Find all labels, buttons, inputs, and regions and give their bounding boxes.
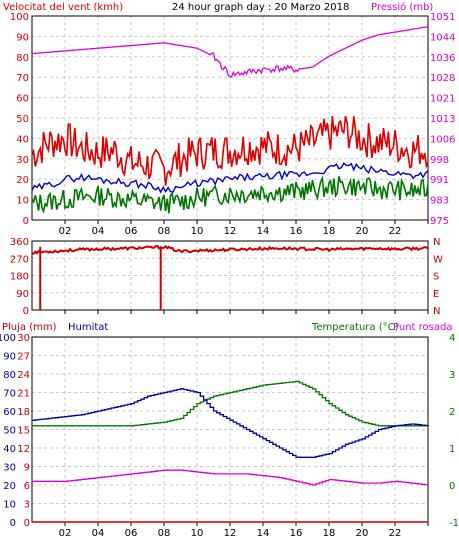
x-tick-label: 14	[257, 226, 270, 237]
rain-axis-label: Pluja (mm)	[2, 322, 57, 333]
x-tick-label: 10	[191, 528, 204, 539]
x-tick-label: 20	[356, 226, 369, 237]
rain-y-tick-label: 27	[17, 352, 30, 363]
direction-y-tick-label: 360	[10, 237, 29, 248]
x-tick-label: 22	[389, 528, 402, 539]
humidity-y-tick-label: 70	[3, 389, 16, 400]
rain-y-tick-label: 6	[24, 481, 30, 492]
temperature-axis-label: Temperatura (°C)	[311, 322, 399, 333]
pressure-y-tick-label: 1006	[430, 134, 455, 145]
wind-y-tick-label: 0	[23, 216, 29, 227]
pressure-y-tick-label: 991	[430, 175, 449, 186]
x-tick-label: 18	[323, 226, 336, 237]
humidity-axis-label: Humitat	[68, 322, 108, 333]
rain-y-tick-label: 30	[17, 333, 30, 344]
humidity-line	[32, 388, 429, 458]
pressure-y-tick-label: 983	[430, 196, 449, 207]
humidity-y-tick-label: 30	[3, 463, 16, 474]
wind-avg-line	[31, 162, 429, 194]
x-tick-label: 10	[191, 226, 204, 237]
humidity-y-tick-label: 80	[3, 370, 16, 381]
x-tick-label: 12	[224, 528, 237, 539]
rain-y-tick-label: 15	[17, 426, 30, 437]
direction-y-tick-label: 180	[10, 272, 29, 283]
direction-y-tick-label: 270	[10, 254, 29, 265]
x-tick-label: 20	[356, 528, 369, 539]
pressure-y-tick-label: 1044	[430, 32, 455, 43]
humidity-y-tick-label: 40	[3, 444, 16, 455]
temperature-y-tick-label: 2	[449, 407, 455, 418]
wind-y-tick-label: 30	[16, 155, 29, 166]
temperature-y-tick-label: -1	[449, 518, 459, 529]
wind-y-tick-label: 10	[16, 196, 29, 207]
direction-y-tick-label: 0	[23, 306, 29, 317]
humidity-y-tick-label: 10	[3, 500, 16, 511]
wind-direction-line	[31, 244, 429, 255]
pressure-y-tick-label: 1013	[430, 114, 455, 125]
wind-y-tick-label: 60	[16, 94, 29, 105]
pressure-y-tick-label: 975	[430, 216, 449, 227]
temperature-line	[32, 380, 428, 427]
x-tick-label: 06	[125, 528, 138, 539]
x-tick-label: 04	[92, 226, 105, 237]
pressure-y-tick-label: 1021	[430, 94, 455, 105]
pressure-y-tick-label: 998	[430, 155, 449, 166]
temperature-y-tick-label: 1	[449, 444, 455, 455]
humidity-y-tick-label: 20	[3, 481, 16, 492]
x-tick-label: 02	[59, 226, 72, 237]
humidity-y-tick-label: 60	[3, 407, 16, 418]
rain-y-tick-label: 12	[17, 444, 30, 455]
wind-y-tick-label: 20	[16, 175, 29, 186]
rain-y-tick-label: 9	[24, 463, 30, 474]
wind-y-tick-label: 50	[16, 114, 29, 125]
x-tick-label: 14	[257, 528, 270, 539]
humidity-y-tick-label: 100	[0, 333, 16, 344]
x-tick-label: 16	[290, 226, 303, 237]
temperature-y-tick-label: 0	[449, 481, 455, 492]
x-tick-label: 18	[323, 528, 336, 539]
rain-y-tick-label: 3	[24, 500, 30, 511]
pressure-axis-label: Pressió (mb)	[371, 1, 433, 13]
dewpoint-line	[32, 469, 429, 486]
direction-compass-label: N	[433, 306, 440, 317]
x-tick-label: 08	[158, 226, 171, 237]
wind-y-tick-label: 100	[10, 12, 29, 23]
pressure-y-tick-label: 1036	[430, 53, 455, 64]
humidity-y-tick-label: 90	[3, 352, 16, 363]
direction-y-tick-label: 90	[16, 289, 29, 300]
humidity-y-tick-label: 50	[3, 426, 16, 437]
pressure-y-tick-label: 1028	[430, 73, 455, 84]
pressure-y-tick-label: 1051	[430, 12, 455, 23]
x-tick-label: 04	[92, 528, 105, 539]
rain-y-tick-label: 18	[17, 407, 30, 418]
x-tick-label: 02	[59, 528, 72, 539]
direction-compass-label: S	[433, 272, 439, 283]
wind-y-tick-label: 90	[16, 32, 29, 43]
x-tick-label: 22	[389, 226, 402, 237]
wind-y-tick-label: 40	[16, 134, 29, 145]
rain-y-tick-label: 0	[24, 518, 30, 529]
wind-y-tick-label: 80	[16, 53, 29, 64]
temperature-y-tick-label: 3	[449, 370, 455, 381]
x-tick-label: 06	[125, 226, 138, 237]
chart-title: 24 hour graph day : 20 Marzo 2018	[172, 2, 349, 13]
dewpoint-axis-label: Punt rosada	[393, 322, 452, 333]
direction-compass-label: E	[433, 289, 439, 300]
direction-compass-label: W	[433, 254, 443, 265]
wind-gust-line	[31, 116, 429, 186]
temperature-y-tick-label: 4	[449, 333, 455, 344]
wind-min-line	[31, 175, 429, 215]
pressure-line	[31, 26, 429, 78]
x-tick-label: 08	[158, 528, 171, 539]
direction-compass-label: N	[433, 237, 440, 248]
rain-y-tick-label: 24	[17, 370, 30, 381]
x-tick-label: 16	[290, 528, 303, 539]
x-tick-label: 12	[224, 226, 237, 237]
wind-axis-label: Velocitat del vent (kmh)	[3, 2, 123, 13]
rain-y-tick-label: 21	[17, 389, 30, 400]
wind-y-tick-label: 70	[16, 73, 29, 84]
humidity-y-tick-label: 0	[10, 518, 16, 529]
